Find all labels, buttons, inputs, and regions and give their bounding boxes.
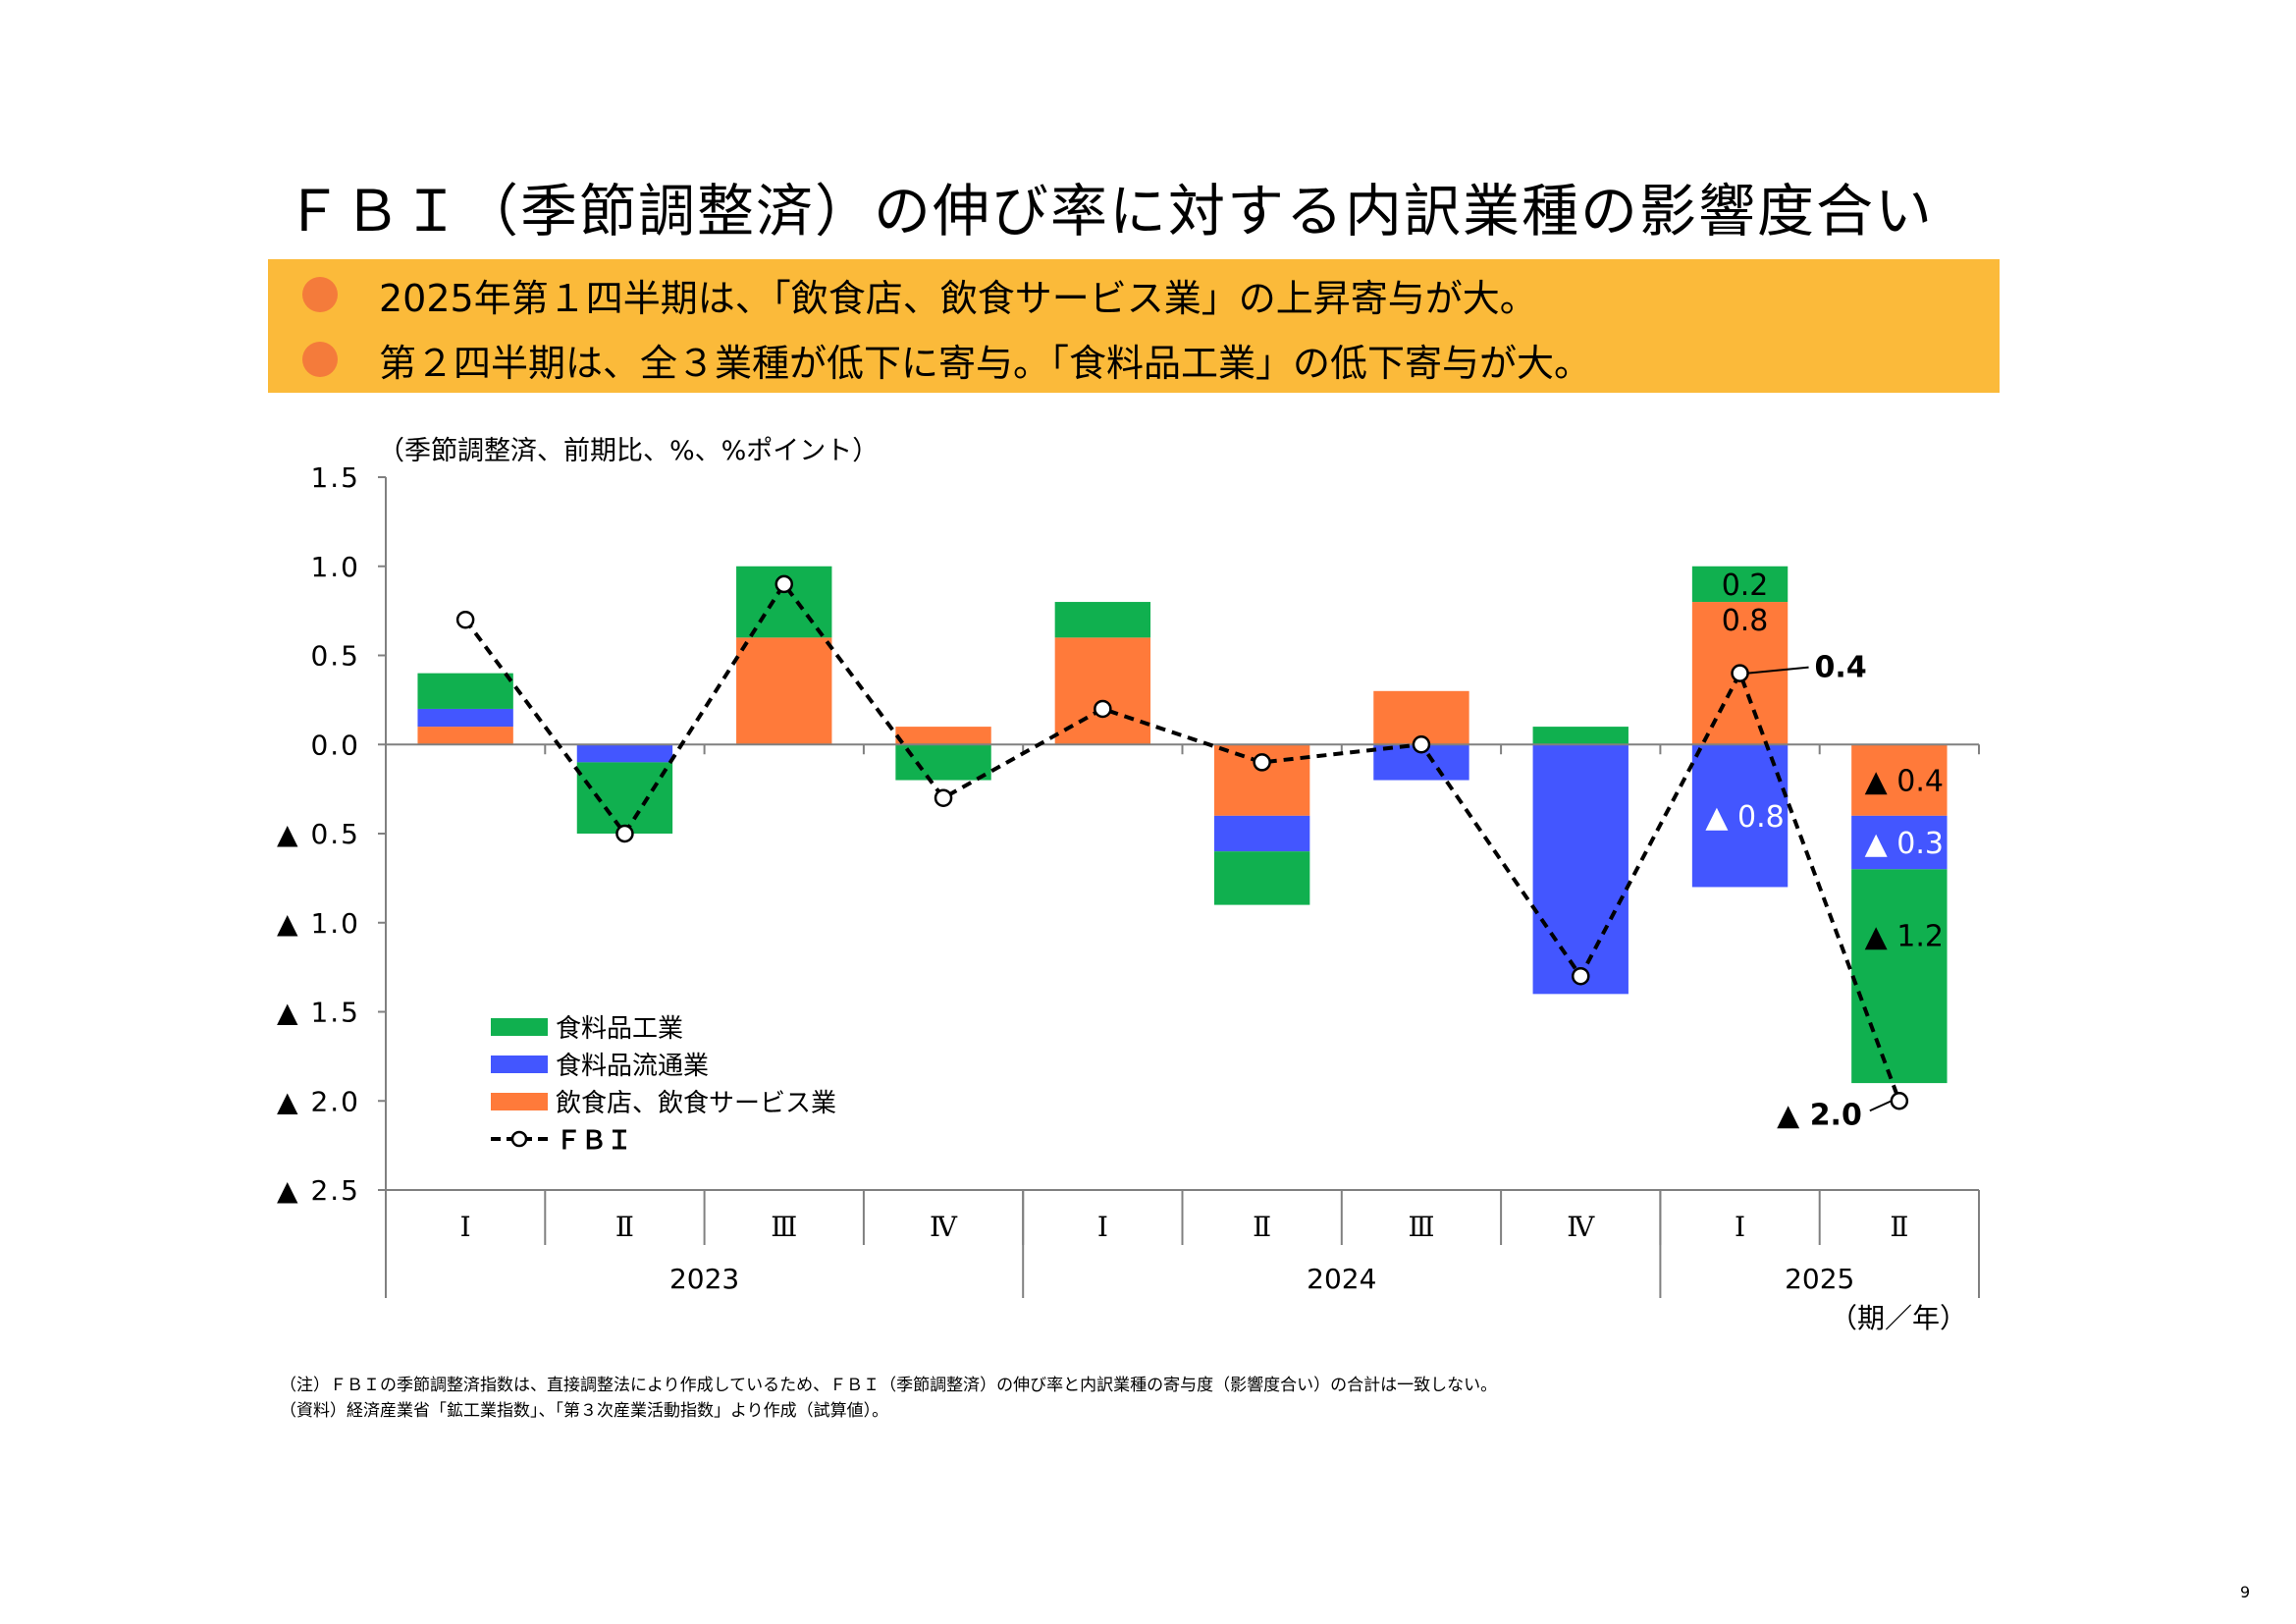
y-tick-label: ▲ 1.0	[277, 907, 360, 940]
fbi-point	[934, 788, 953, 807]
x-category-label: Ⅱ	[1890, 1211, 1908, 1243]
y-tick-label: 1.0	[310, 551, 360, 583]
legend-swatch-restaurant	[491, 1093, 548, 1110]
legend-swatch-food-industry	[491, 1018, 548, 1036]
y-tick-label: ▲ 2.5	[277, 1174, 360, 1207]
x-year-label: 2023	[669, 1263, 739, 1295]
summary-bullet-text: 2025年第１四半期は、「飲食店、飲食サービス業」の上昇寄与が大。	[379, 276, 1537, 320]
y-tick-label: ▲ 2.0	[277, 1085, 360, 1117]
bar-food-industry	[895, 744, 991, 781]
footnotes: （注）ＦＢＩの季節調整済指数は、直接調整法により作成しているため、ＦＢＩ（季節調…	[280, 1373, 1497, 1424]
data-label: 0.4	[1815, 651, 1867, 685]
x-category-label: Ⅱ	[615, 1211, 634, 1243]
data-label: 0.2	[1722, 568, 1769, 603]
bar-food-industry	[1691, 566, 1789, 603]
bar-restaurant	[1851, 744, 1948, 816]
fbi-line	[463, 580, 1901, 1102]
data-label: ▲ 2.0	[1777, 1098, 1862, 1132]
bullet-dot-icon	[302, 277, 338, 312]
legend-label: 飲食店、飲食サービス業	[556, 1089, 836, 1118]
legend-label: 食料品工業	[556, 1014, 683, 1044]
bar-food-distribution	[1213, 815, 1310, 852]
x-category-label: Ⅰ	[1097, 1211, 1108, 1243]
fbi-point	[1731, 664, 1749, 682]
bar-food-distribution	[576, 744, 673, 763]
bar-food-industry	[1213, 851, 1310, 905]
x-category-label: Ⅱ	[1253, 1211, 1271, 1243]
callout-leader	[1747, 666, 1809, 675]
footnote: （注）ＦＢＩの季節調整済指数は、直接調整法により作成しているため、ＦＢＩ（季節調…	[280, 1376, 1498, 1395]
fbi-point	[615, 824, 634, 843]
y-tick-label: 0.0	[310, 729, 360, 761]
x-category-label: Ⅳ	[1567, 1211, 1595, 1243]
x-category-label: Ⅳ	[930, 1211, 958, 1243]
x-year-label: 2024	[1307, 1263, 1376, 1295]
data-label: ▲ 0.8	[1705, 800, 1784, 835]
bar-food-distribution	[1532, 744, 1629, 995]
fbi-point	[1890, 1092, 1909, 1110]
bar-food-industry	[1851, 869, 1948, 1084]
legend-label: 食料品流通業	[556, 1052, 709, 1081]
callout-leader	[1869, 1100, 1893, 1112]
fbi-point	[1094, 699, 1112, 719]
bar-food-industry	[1532, 727, 1629, 745]
bar-food-distribution	[1691, 744, 1789, 888]
summary-bullet-text: 第２四半期は、全３業種が低下に寄与。「食料品工業」の低下寄与が大。	[379, 341, 1592, 385]
legend-swatch-fbi-point	[510, 1130, 528, 1148]
bar-food-industry	[417, 673, 513, 709]
y-tick-label: 1.5	[310, 461, 360, 494]
data-label: ▲ 1.2	[1865, 919, 1944, 953]
data-label: 0.8	[1722, 604, 1769, 638]
fbi-point	[455, 610, 475, 629]
y-tick-label: ▲ 0.5	[277, 818, 360, 850]
x-category-label: Ⅲ	[1408, 1211, 1434, 1243]
x-category-label: Ⅰ	[460, 1211, 471, 1243]
y-tick-label: 0.5	[310, 640, 360, 673]
fbi-point	[774, 574, 793, 594]
page-title: ＦＢＩ（季節調整済）の伸び率に対する内訳業種の影響度合い	[285, 178, 1935, 244]
x-category-label: Ⅲ	[771, 1211, 797, 1243]
summary-banner: 2025年第１四半期は、「飲食店、飲食サービス業」の上昇寄与が大。 第２四半期は…	[268, 259, 2000, 393]
legend-swatch-food-distribution	[491, 1056, 548, 1073]
fbi-point	[1412, 735, 1431, 754]
footnote: （資料）経済産業省「鉱工業指数」、「第３次産業活動指数」より作成（試算値）。	[280, 1401, 889, 1421]
bar-food-distribution	[1851, 815, 1948, 870]
bar-food-industry	[1054, 602, 1151, 638]
y-tick-label: ▲ 1.5	[277, 997, 360, 1029]
legend-label: ＦＢＩ	[556, 1126, 632, 1156]
bar-restaurant	[417, 727, 513, 745]
x-unit-label: （期／年）	[1830, 1302, 1967, 1334]
page-number: 9	[2240, 1583, 2251, 1601]
bullet-dot-icon	[302, 342, 338, 377]
bar-food-industry	[576, 762, 673, 834]
bar-restaurant	[736, 637, 832, 745]
x-category-label: Ⅰ	[1735, 1211, 1745, 1243]
x-year-label: 2025	[1785, 1263, 1854, 1295]
fbi-point	[1572, 966, 1590, 986]
data-label: ▲ 0.4	[1865, 765, 1944, 799]
bar-restaurant	[895, 727, 991, 745]
data-label: ▲ 0.3	[1865, 827, 1944, 861]
y-unit-label: （季節調整済、前期比、%、%ポイント）	[378, 436, 879, 466]
fbi-point	[1253, 753, 1271, 772]
bar-food-distribution	[417, 708, 513, 728]
